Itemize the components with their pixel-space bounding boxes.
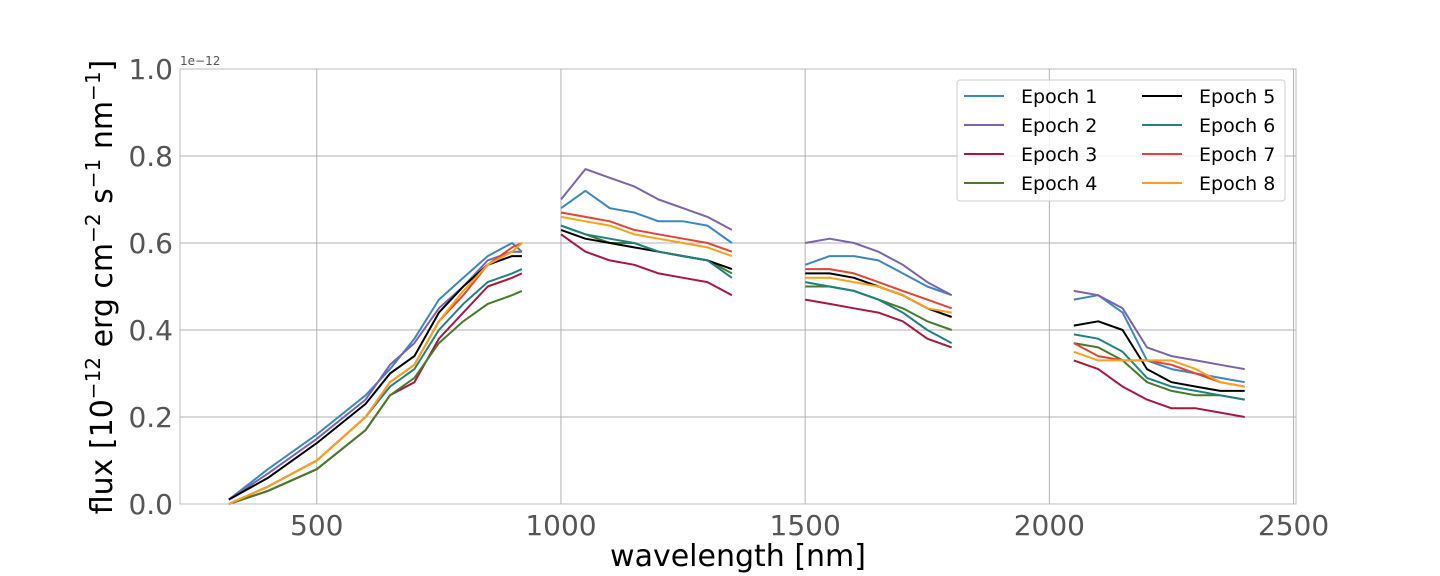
series-line xyxy=(805,298,953,349)
legend-box xyxy=(956,79,1286,202)
x-axis-label: wavelength [nm] xyxy=(610,539,866,574)
series-epoch-1 xyxy=(228,189,1245,501)
series-line xyxy=(805,268,953,310)
x-tick-label: 2000 xyxy=(1014,509,1085,542)
legend-label: Epoch 2 xyxy=(1021,115,1097,137)
series-line xyxy=(228,250,522,501)
y-tick-label: 0.8 xyxy=(128,140,173,173)
y-tick-label: 1.0 xyxy=(128,53,173,86)
series-line xyxy=(560,168,733,231)
series-group xyxy=(228,168,1245,505)
legend: Epoch 1 Epoch 2 Epoch 3 Epoch 4 Epoch 5 Epoch… xyxy=(956,79,1286,202)
series-line xyxy=(228,242,523,501)
series-epoch-5 xyxy=(228,228,1245,501)
series-line xyxy=(228,255,522,501)
legend-label: Epoch 4 xyxy=(1021,173,1097,195)
series-line xyxy=(805,272,953,318)
series-line xyxy=(805,281,953,344)
series-epoch-8 xyxy=(228,215,1245,505)
legend-label: Epoch 3 xyxy=(1021,144,1097,166)
y-tick-label: 0.4 xyxy=(128,314,173,347)
series-line xyxy=(560,224,733,279)
y-tick-label: 0.2 xyxy=(128,401,173,434)
series-line xyxy=(1073,289,1245,371)
y-tick-label: 0.6 xyxy=(128,227,173,260)
series-line xyxy=(1073,359,1245,418)
x-tick-label: 1000 xyxy=(525,509,596,542)
series-line xyxy=(560,215,733,258)
y-offset-label: 1e−12 xyxy=(180,54,220,68)
series-line xyxy=(560,211,733,253)
legend-label: Epoch 6 xyxy=(1199,115,1275,137)
legend-label: Epoch 5 xyxy=(1199,86,1275,108)
legend-label: Epoch 7 xyxy=(1199,144,1275,166)
y-axis-label: flux [10−12 erg cm−2 s−1 nm−1] xyxy=(81,60,120,515)
x-tick-label: 1500 xyxy=(770,509,841,542)
series-epoch-3 xyxy=(228,233,1245,505)
legend-label: Epoch 8 xyxy=(1199,173,1275,195)
series-line xyxy=(1073,333,1245,401)
y-axis-ticks: 0.0 0.2 0.4 0.6 0.8 1.0 xyxy=(128,53,173,521)
x-axis-ticks: 500 1000 1500 2000 2500 xyxy=(290,509,1329,542)
series-line xyxy=(1073,320,1245,392)
x-tick-label: 500 xyxy=(290,509,343,542)
plot-frame xyxy=(179,68,1297,505)
series-epoch-2 xyxy=(228,168,1245,501)
series-line xyxy=(1073,350,1245,388)
series-line xyxy=(805,276,952,314)
y-tick-label: 0.0 xyxy=(128,488,173,521)
series-line xyxy=(560,233,733,297)
series-line xyxy=(560,189,733,244)
series-line xyxy=(228,242,523,505)
legend-label: Epoch 1 xyxy=(1021,86,1097,108)
series-epoch-6 xyxy=(228,224,1245,505)
series-line xyxy=(804,255,953,297)
series-epoch-4 xyxy=(228,224,1245,505)
series-line xyxy=(228,289,523,505)
series-line xyxy=(805,237,953,297)
x-tick-label: 2500 xyxy=(1258,509,1329,542)
